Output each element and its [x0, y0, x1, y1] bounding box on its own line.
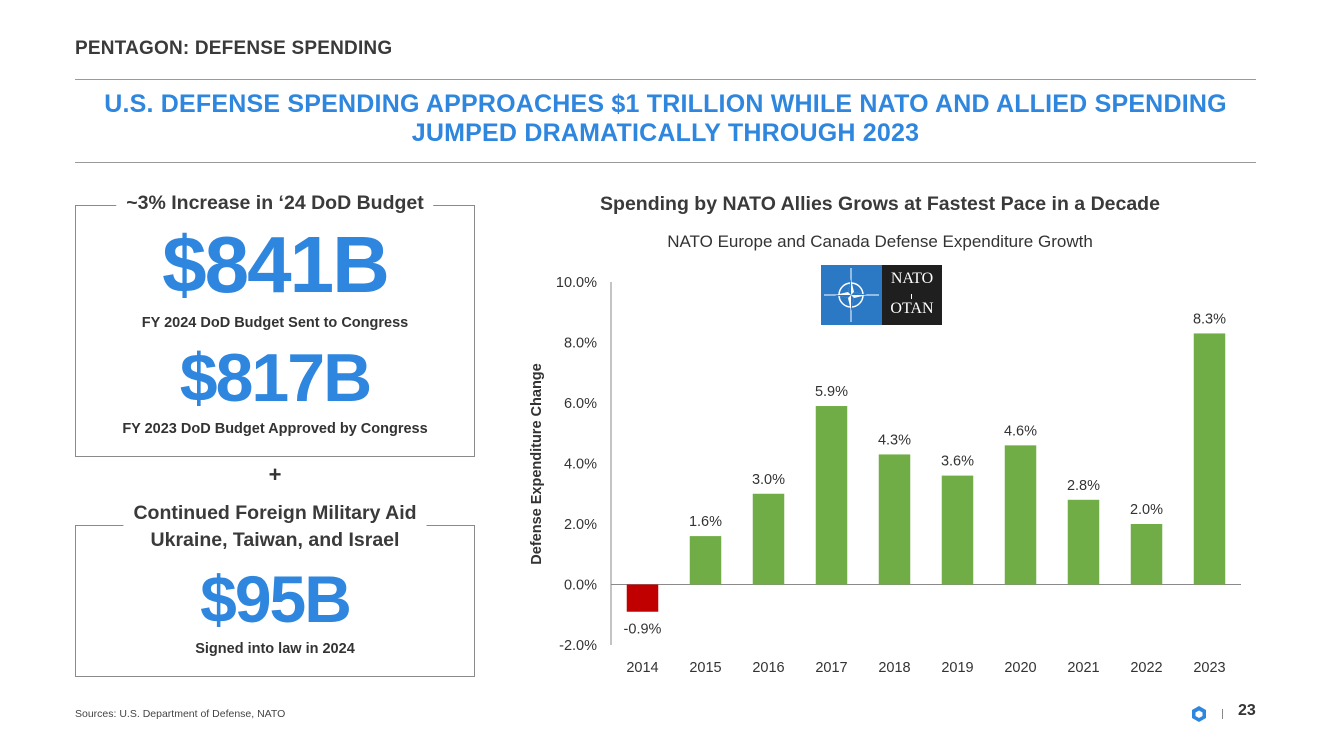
bar-2021	[1067, 499, 1100, 585]
dod-budget-legend: ~3% Increase in ‘24 DoD Budget	[116, 192, 434, 215]
bar-2017	[815, 406, 848, 585]
fy2023-budget-caption: FY 2023 DoD Budget Approved by Congress	[122, 421, 428, 437]
foreign-aid-caption: Signed into law in 2024	[195, 641, 355, 657]
x-tick-label-2022: 2022	[1130, 660, 1162, 676]
fy2024-budget-value: $841B	[162, 220, 390, 309]
bar-2014	[626, 584, 659, 612]
data-label-2016: 3.0%	[752, 472, 785, 488]
headline-line-2: JUMPED DRAMATICALLY THROUGH 2023	[411, 119, 920, 147]
chart-title: Spending by NATO Allies Grows at Fastest…	[600, 193, 1160, 215]
y-tick-label: 2.0%	[564, 517, 597, 533]
headline-line-1: U.S. DEFENSE SPENDING APPROACHES $1 TRIL…	[104, 90, 1227, 118]
dod-budget-box: ~3% Increase in ‘24 DoD Budget $841B FY …	[75, 192, 475, 457]
foreign-aid-box: Continued Foreign Military Aid Ukraine, …	[75, 500, 475, 677]
chart-subtitle: NATO Europe and Canada Defense Expenditu…	[667, 232, 1093, 251]
data-label-2020: 4.6%	[1004, 423, 1037, 439]
foreign-aid-value: $95B	[200, 562, 352, 636]
y-tick-label: 10.0%	[556, 275, 597, 291]
nato-logo: NATO OTAN	[821, 265, 942, 325]
plus-sign: +	[268, 462, 282, 487]
fy2024-budget-caption: FY 2024 DoD Budget Sent to Congress	[141, 315, 409, 331]
section-title: PENTAGON: DEFENSE SPENDING	[75, 38, 393, 59]
header-divider-top	[75, 79, 1256, 80]
bar-2019	[941, 475, 974, 585]
x-tick-label-2016: 2016	[752, 660, 784, 676]
x-tick-label-2019: 2019	[941, 660, 973, 676]
y-tick-label: 0.0%	[564, 578, 597, 594]
y-tick-label: 6.0%	[564, 396, 597, 412]
page-number-divider	[1222, 709, 1223, 719]
x-tick-label-2020: 2020	[1004, 660, 1036, 676]
header-divider-bottom	[75, 162, 1256, 163]
data-label-2014: -0.9%	[624, 622, 662, 638]
nato-wordmark-separator	[911, 294, 912, 299]
nato-wordmark-line-2: OTAN	[890, 300, 934, 317]
x-tick-label-2014: 2014	[626, 660, 658, 676]
foreign-aid-legend-line-1: Continued Foreign Military Aid	[133, 502, 417, 524]
y-axis-label: Defense Expenditure Change	[529, 363, 545, 564]
y-tick-label: 4.0%	[564, 457, 597, 473]
bar-2020	[1004, 445, 1037, 585]
data-label-2023: 8.3%	[1193, 311, 1226, 327]
bar-2016	[752, 493, 785, 585]
y-tick-label: -2.0%	[559, 638, 597, 654]
page-headline: U.S. DEFENSE SPENDING APPROACHES $1 TRIL…	[75, 90, 1256, 148]
page-number: 23	[1238, 702, 1256, 719]
x-tick-label-2015: 2015	[689, 660, 721, 676]
x-tick-label-2021: 2021	[1067, 660, 1099, 676]
data-label-2021: 2.8%	[1067, 478, 1100, 494]
data-label-2018: 4.3%	[878, 432, 911, 448]
fy2023-budget-value: $817B	[179, 340, 372, 416]
nato-wordmark: NATO OTAN	[882, 265, 942, 325]
x-tick-label-2017: 2017	[815, 660, 847, 676]
nato-wordmark-line-1: NATO	[890, 270, 934, 287]
brand-hexagon-icon	[1190, 705, 1208, 728]
bar-2018	[878, 454, 911, 585]
bar-2015	[689, 536, 722, 585]
data-label-2019: 3.6%	[941, 454, 974, 470]
data-label-2022: 2.0%	[1130, 502, 1163, 518]
foreign-aid-legend-line-2: Ukraine, Taiwan, and Israel	[150, 529, 400, 551]
data-label-2015: 1.6%	[689, 514, 722, 530]
bar-2023	[1193, 333, 1226, 585]
y-tick-label: 8.0%	[564, 336, 597, 352]
x-tick-label-2018: 2018	[878, 660, 910, 676]
sources-note: Sources: U.S. Department of Defense, NAT…	[75, 708, 286, 720]
nato-compass-emblem	[821, 265, 882, 325]
x-tick-label-2023: 2023	[1193, 660, 1225, 676]
foreign-aid-legend: Continued Foreign Military Aid Ukraine, …	[123, 500, 427, 554]
bar-2022	[1130, 524, 1163, 585]
data-label-2017: 5.9%	[815, 384, 848, 400]
